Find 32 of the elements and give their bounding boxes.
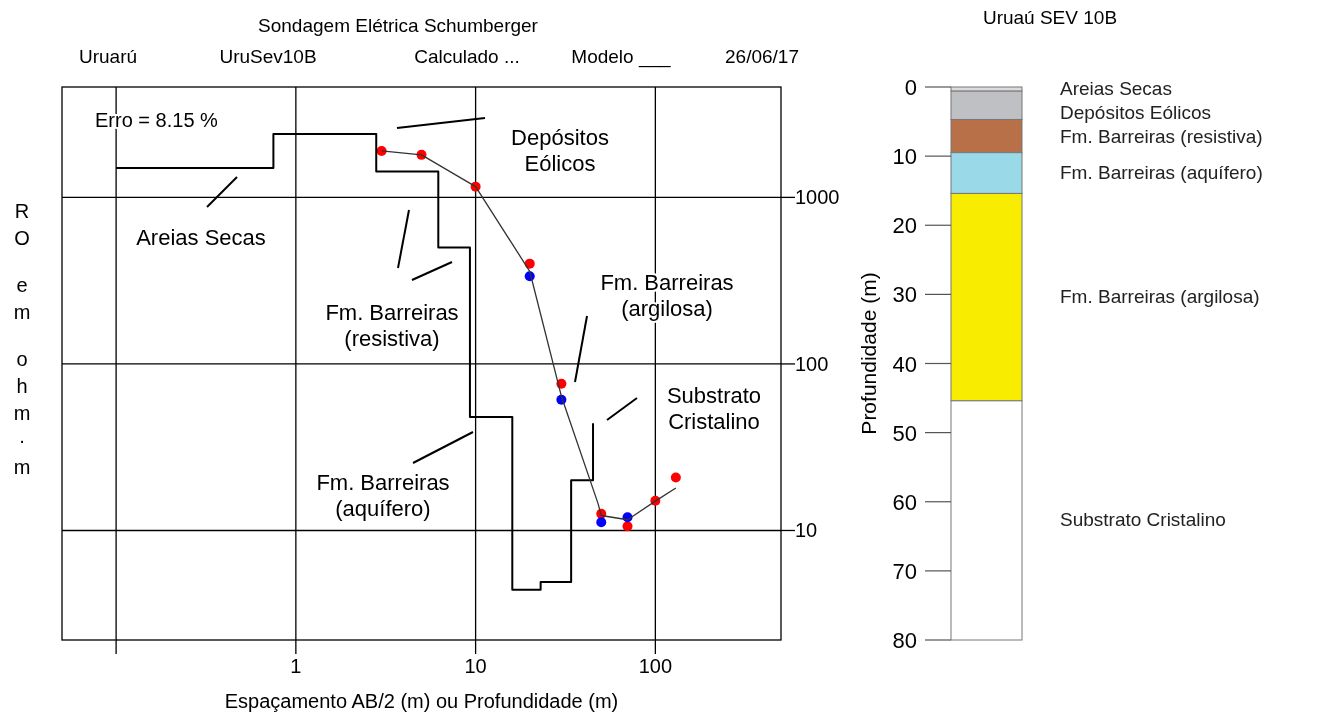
series-label: Depósitos Eólicos xyxy=(1060,102,1212,124)
chart-title: Sondagem Elétrica Schumberger xyxy=(258,15,539,36)
y-axis-title: Profundidade (m) xyxy=(857,272,880,435)
y-tick-label: 80 xyxy=(892,628,917,653)
annotation: Fm. Barreiras (resistiva) xyxy=(325,299,459,351)
x-axis-title: Espaçamento AB/2 (m) ou Profundidade (m) xyxy=(224,690,619,712)
y-tick-label: 40 xyxy=(892,351,917,377)
y-tick-label: 50 xyxy=(892,420,917,446)
y-tick-label: 70 xyxy=(892,558,917,584)
y-tick-label: 30 xyxy=(892,282,917,308)
y-tick-label: 10 xyxy=(795,519,818,542)
series-label: Fm. Barreiras (resistiva) xyxy=(1060,126,1263,148)
text: RO em ohm·m xyxy=(13,200,31,478)
series-label: Substrato Cristalino xyxy=(1060,509,1226,531)
x-tick-label: 1 xyxy=(290,655,302,677)
y-tick-label: 1000 xyxy=(795,186,840,209)
x-tick-label: 100 xyxy=(638,655,673,677)
y-tick-label: 10 xyxy=(892,144,917,170)
annotation: Substrato Cristalino xyxy=(666,382,762,434)
annotation: Fm. Barreiras (aquífero) xyxy=(316,469,450,521)
x-tick-label: 10 xyxy=(464,655,487,677)
y-tick-label: 20 xyxy=(892,213,917,239)
chart-title: Uruaú SEV 10B xyxy=(982,7,1118,28)
series-label: Areias Secas xyxy=(1060,78,1172,100)
annotation: Depósitos Eólicos xyxy=(511,124,609,176)
series-label: Fm. Barreiras (argilosa) xyxy=(1060,286,1260,308)
y-tick-label: 60 xyxy=(892,489,917,515)
text: Uruarú UruSev10B Calculado ... Modelo ___ 26/06/17 xyxy=(78,46,799,67)
y-tick-label: 0 xyxy=(904,75,917,100)
y-tick-label: 100 xyxy=(795,352,829,375)
annotation: Areias Secas xyxy=(136,224,266,250)
series-label: Fm. Barreiras (aquífero) xyxy=(1060,162,1263,184)
